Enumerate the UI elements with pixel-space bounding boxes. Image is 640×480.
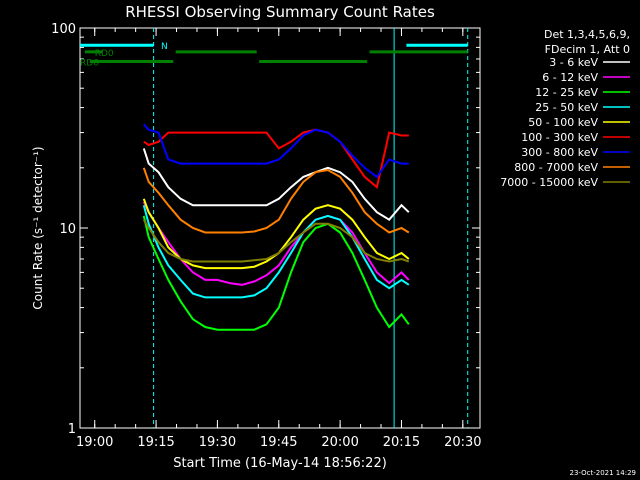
legend: Det 1,3,4,5,6,9, FDecim 1, Att 03 - 6 keV… bbox=[500, 28, 630, 189]
plot-area: 19:00 19:15 19:30 19:45 20:00 20:15 20:30 1 10 10… bbox=[51, 22, 481, 450]
y-axis-label: Count Rate (s⁻¹ detector⁻¹) bbox=[31, 146, 45, 309]
legend-header: Det 1,3,4,5,6,9, bbox=[544, 28, 630, 41]
x-tick-label: 19:45 bbox=[260, 435, 297, 450]
mode-bar-label: N bbox=[161, 42, 168, 52]
series-line bbox=[142, 215, 410, 331]
legend-entry-label: 6 - 12 keV bbox=[542, 71, 598, 84]
legend-entry-label: 800 - 7000 keV bbox=[514, 161, 598, 174]
series-line bbox=[143, 128, 409, 190]
mode-bar-label: RD6 bbox=[80, 58, 99, 68]
x-tick-label: 19:30 bbox=[199, 435, 236, 450]
series-line bbox=[142, 148, 410, 221]
x-tick-label: 20:00 bbox=[321, 435, 358, 450]
mode-bar-label: RD0 bbox=[95, 49, 114, 59]
x-tick-label: 19:15 bbox=[137, 435, 174, 450]
legend-entry-label: 12 - 25 keV bbox=[535, 86, 598, 99]
x-tick-label: 20:30 bbox=[444, 435, 481, 450]
series-line bbox=[142, 167, 410, 234]
x-tick-label: 20:15 bbox=[383, 435, 420, 450]
legend-entry-label: 100 - 300 keV bbox=[521, 131, 598, 144]
x-tick-label: 19:00 bbox=[76, 435, 113, 450]
chart-title: RHESSI Observing Summary Count Rates bbox=[125, 3, 435, 21]
y-tick-label: 1 bbox=[68, 422, 76, 437]
y-tick-label: 10 bbox=[59, 222, 76, 237]
legend-entry-label: 25 - 50 keV bbox=[535, 101, 598, 114]
legend-header: FDecim 1, Att 0 bbox=[545, 43, 630, 56]
series-line bbox=[142, 219, 410, 263]
series-line bbox=[142, 204, 410, 299]
legend-entry-label: 3 - 6 keV bbox=[549, 56, 598, 69]
legend-entry-label: 7000 - 15000 keV bbox=[500, 176, 598, 189]
x-axis-label: Start Time (16-May-14 18:56:22) bbox=[173, 456, 387, 471]
series-line bbox=[143, 123, 409, 179]
legend-entry-label: 300 - 800 keV bbox=[521, 146, 598, 159]
footer-timestamp: 23-Oct-2021 14:29 bbox=[570, 469, 636, 477]
y-tick-label: 100 bbox=[51, 22, 76, 37]
legend-entry-label: 50 - 100 keV bbox=[528, 116, 598, 129]
